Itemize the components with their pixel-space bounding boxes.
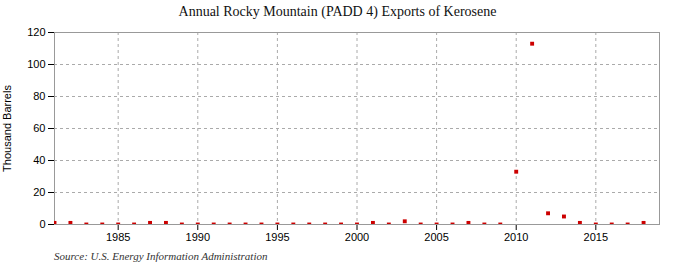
- svg-text:1995: 1995: [265, 231, 289, 243]
- svg-text:80: 80: [33, 90, 45, 102]
- svg-text:1985: 1985: [106, 231, 130, 243]
- svg-text:40: 40: [33, 154, 45, 166]
- svg-text:Thousand Barrels: Thousand Barrels: [1, 85, 13, 172]
- svg-text:2015: 2015: [584, 231, 608, 243]
- svg-text:2000: 2000: [345, 231, 369, 243]
- svg-text:100: 100: [27, 58, 45, 70]
- svg-text:2005: 2005: [424, 231, 448, 243]
- svg-text:20: 20: [33, 186, 45, 198]
- svg-text:2010: 2010: [504, 231, 528, 243]
- html-text:Annual Rocky Mountain (PADD 4): Annual Rocky Mountain (PADD 4) Exports o…: [178, 4, 497, 19]
- svg-text:60: 60: [33, 122, 45, 134]
- html-text:Source: U.S. Energy Informatio: Source: U.S. Energy Information Administ…: [54, 250, 268, 262]
- svg-text:0: 0: [39, 218, 45, 230]
- svg-text:1990: 1990: [186, 231, 210, 243]
- svg-text:120: 120: [27, 26, 45, 38]
